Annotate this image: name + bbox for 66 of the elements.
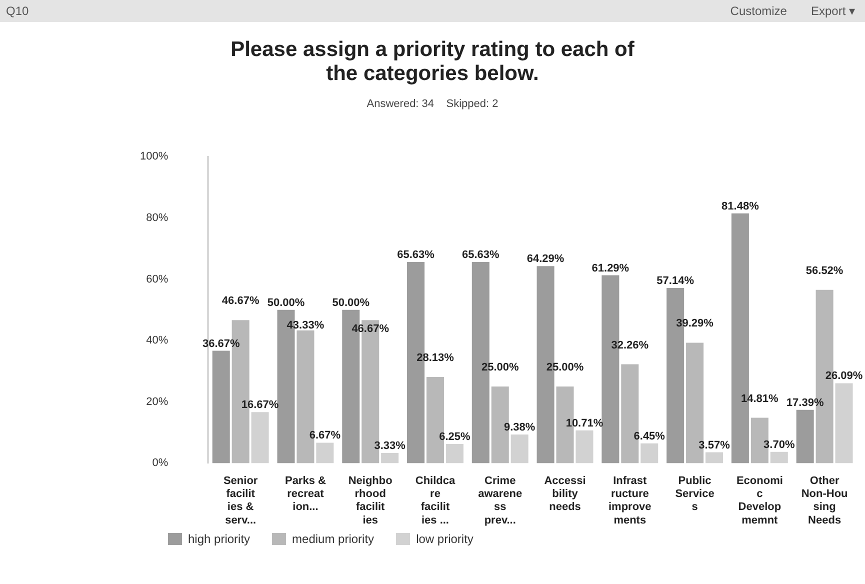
bar	[251, 412, 269, 464]
x-tick-label: Public Services	[675, 474, 714, 514]
bar	[446, 444, 464, 464]
data-label: 61.29%	[592, 262, 630, 274]
y-tick-label: 40%	[146, 334, 168, 347]
y-tick-label: 80%	[146, 212, 168, 224]
y-tick-label: 100%	[140, 150, 168, 163]
x-tick-label: Senior facilities & serv...	[223, 474, 258, 526]
bar	[381, 452, 399, 464]
data-label: 50.00%	[332, 296, 370, 309]
data-label: 17.39%	[786, 396, 824, 409]
data-label: 81.48%	[722, 200, 760, 212]
chart-title: Please assign a priority rating to each of the categories below.	[230, 38, 636, 86]
data-label: 56.52%	[806, 264, 844, 277]
text: Q10	[6, 4, 29, 18]
x-tick-label: Infrastructure improvements	[608, 474, 652, 526]
data-label: 6.25%	[439, 431, 471, 444]
data-label: 16.67%	[241, 399, 279, 412]
data-label: 25.00%	[546, 362, 584, 374]
y-tick-label: 60%	[146, 273, 168, 286]
data-label: 6.45%	[634, 430, 666, 442]
x-tick-label: Crime awareness prev...	[478, 474, 522, 526]
legend-label: low priority	[416, 532, 474, 546]
bar	[212, 350, 230, 464]
data-label: 32.26%	[611, 339, 649, 352]
chart-subtitle: Answered: 34 Skipped: 2	[366, 98, 500, 110]
data-label: 10.71%	[566, 417, 604, 430]
data-label: 6.67%	[309, 430, 341, 442]
bar	[835, 383, 853, 464]
bar	[510, 434, 528, 464]
data-label: 65.63%	[397, 248, 435, 261]
y-tick-label: 0%	[152, 457, 168, 470]
data-label: 26.09%	[825, 370, 863, 382]
data-label: 3.33%	[374, 440, 406, 452]
data-label: 46.67%	[222, 295, 260, 308]
data-label: 25.00%	[481, 362, 519, 374]
data-label: 65.63%	[462, 248, 500, 261]
data-label: 64.29%	[526, 253, 564, 266]
text: Export ▾	[810, 3, 856, 19]
x-tick-label: Accessibility needs	[544, 474, 586, 514]
x-tick-label: Childcare facilities ...	[415, 474, 456, 526]
data-label: 14.81%	[741, 392, 779, 405]
bar	[770, 452, 788, 464]
data-label: 36.67%	[202, 338, 240, 350]
legend-label: high priority	[188, 532, 250, 546]
data-label: 39.29%	[676, 318, 714, 330]
bar	[640, 443, 658, 464]
bar	[705, 452, 724, 464]
x-tick-label: Neighborhood facilities	[348, 474, 393, 526]
bar	[316, 442, 334, 464]
text: Customize	[729, 3, 788, 19]
data-label: 9.38%	[504, 421, 536, 434]
x-tick-label: Other Non-Housing Needs	[801, 474, 848, 526]
bar	[576, 430, 594, 464]
data-label: 46.67%	[352, 323, 390, 336]
data-label: 57.14%	[656, 275, 694, 288]
data-label: 28.13%	[416, 352, 454, 364]
data-label: 3.57%	[698, 439, 730, 452]
legend-label: medium priority	[292, 532, 374, 546]
data-label: 50.00%	[267, 296, 305, 309]
data-label: 3.70%	[764, 438, 795, 451]
x-tick-label: Economic Developmemnt	[736, 474, 783, 526]
data-label: 43.33%	[286, 319, 324, 332]
y-tick-label: 20%	[146, 396, 168, 408]
bar	[796, 410, 814, 464]
x-tick-label: Parks & recreation...	[284, 474, 326, 514]
